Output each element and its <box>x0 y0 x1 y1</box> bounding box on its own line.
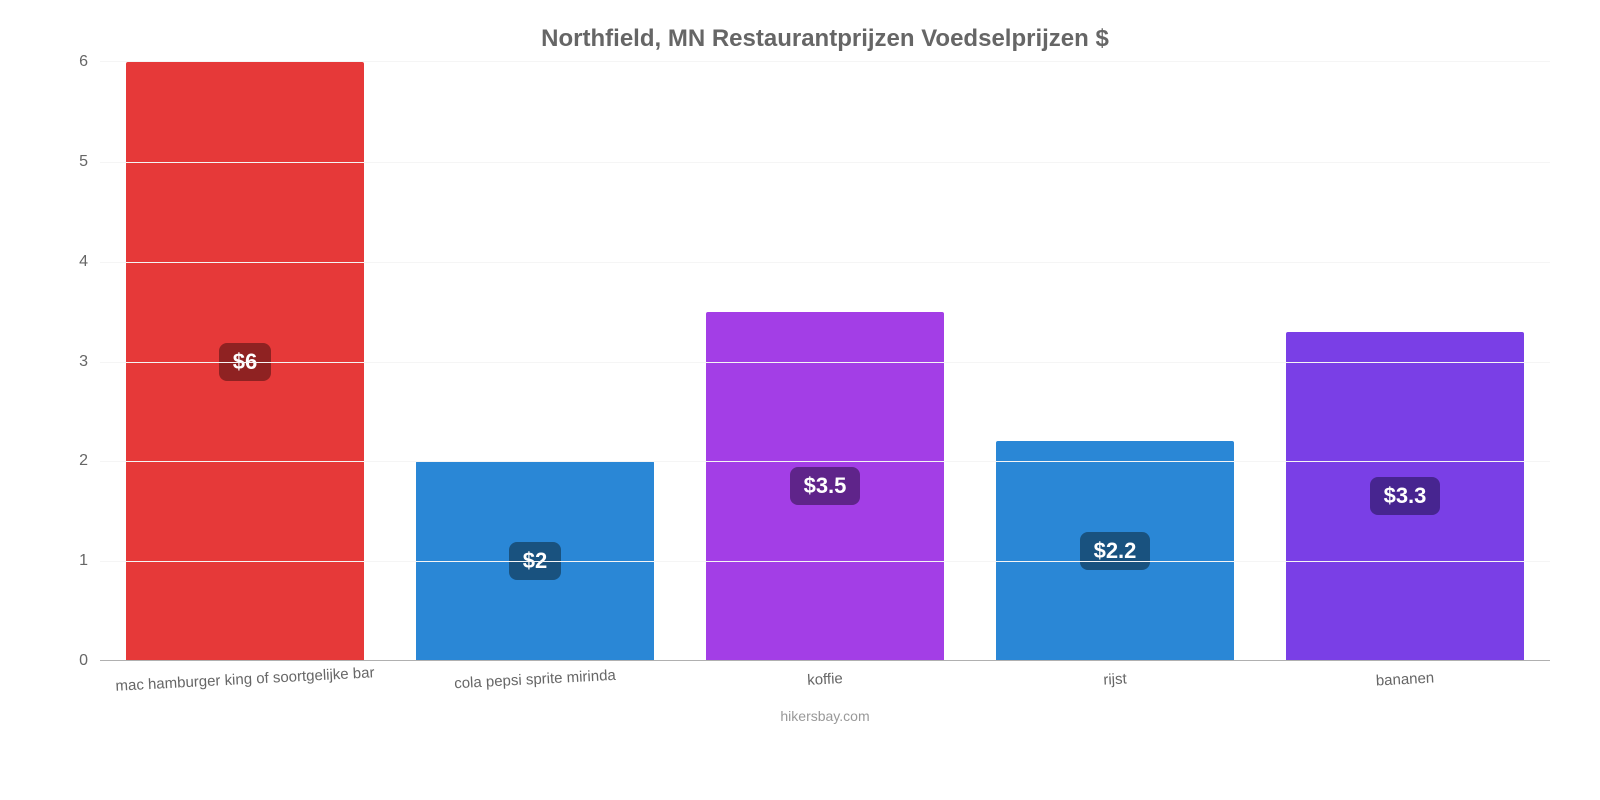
x-tick-label: bananen <box>1260 663 1550 695</box>
grid-line <box>100 561 1550 562</box>
bar-value-label: $2.2 <box>1080 532 1151 570</box>
y-tick-label: 3 <box>79 353 88 371</box>
attribution-text: hikersbay.com <box>100 708 1550 724</box>
chart-title: Northfield, MN Restaurantprijzen Voedsel… <box>100 25 1550 53</box>
x-tick-label: mac hamburger king of soortgelijke bar <box>100 663 390 695</box>
chart-container: Northfield, MN Restaurantprijzen Voedsel… <box>0 0 1600 800</box>
bar-value-label: $3.5 <box>790 467 861 505</box>
grid-line <box>100 162 1550 163</box>
x-tick-label: koffie <box>680 663 970 695</box>
bar: $3.5 <box>706 312 944 661</box>
grid-line <box>100 262 1550 263</box>
y-tick-label: 2 <box>79 452 88 470</box>
y-tick-label: 4 <box>79 253 88 271</box>
y-tick-label: 6 <box>79 53 88 71</box>
y-tick-label: 1 <box>79 552 88 570</box>
y-tick-label: 0 <box>79 652 88 670</box>
x-axis-line <box>100 660 1550 661</box>
bar: $2.2 <box>996 441 1234 661</box>
grid-line <box>100 461 1550 462</box>
grid-line <box>100 362 1550 363</box>
x-tick-label: cola pepsi sprite mirinda <box>390 663 680 695</box>
plot-area: $6$2$3.5$2.2$3.3 0123456 <box>100 61 1550 661</box>
x-tick-label: rijst <box>970 663 1260 695</box>
y-tick-label: 5 <box>79 153 88 171</box>
bar: $3.3 <box>1286 332 1524 661</box>
x-labels-row: mac hamburger king of soortgelijke barco… <box>100 671 1550 688</box>
bar-value-label: $3.3 <box>1370 477 1441 515</box>
